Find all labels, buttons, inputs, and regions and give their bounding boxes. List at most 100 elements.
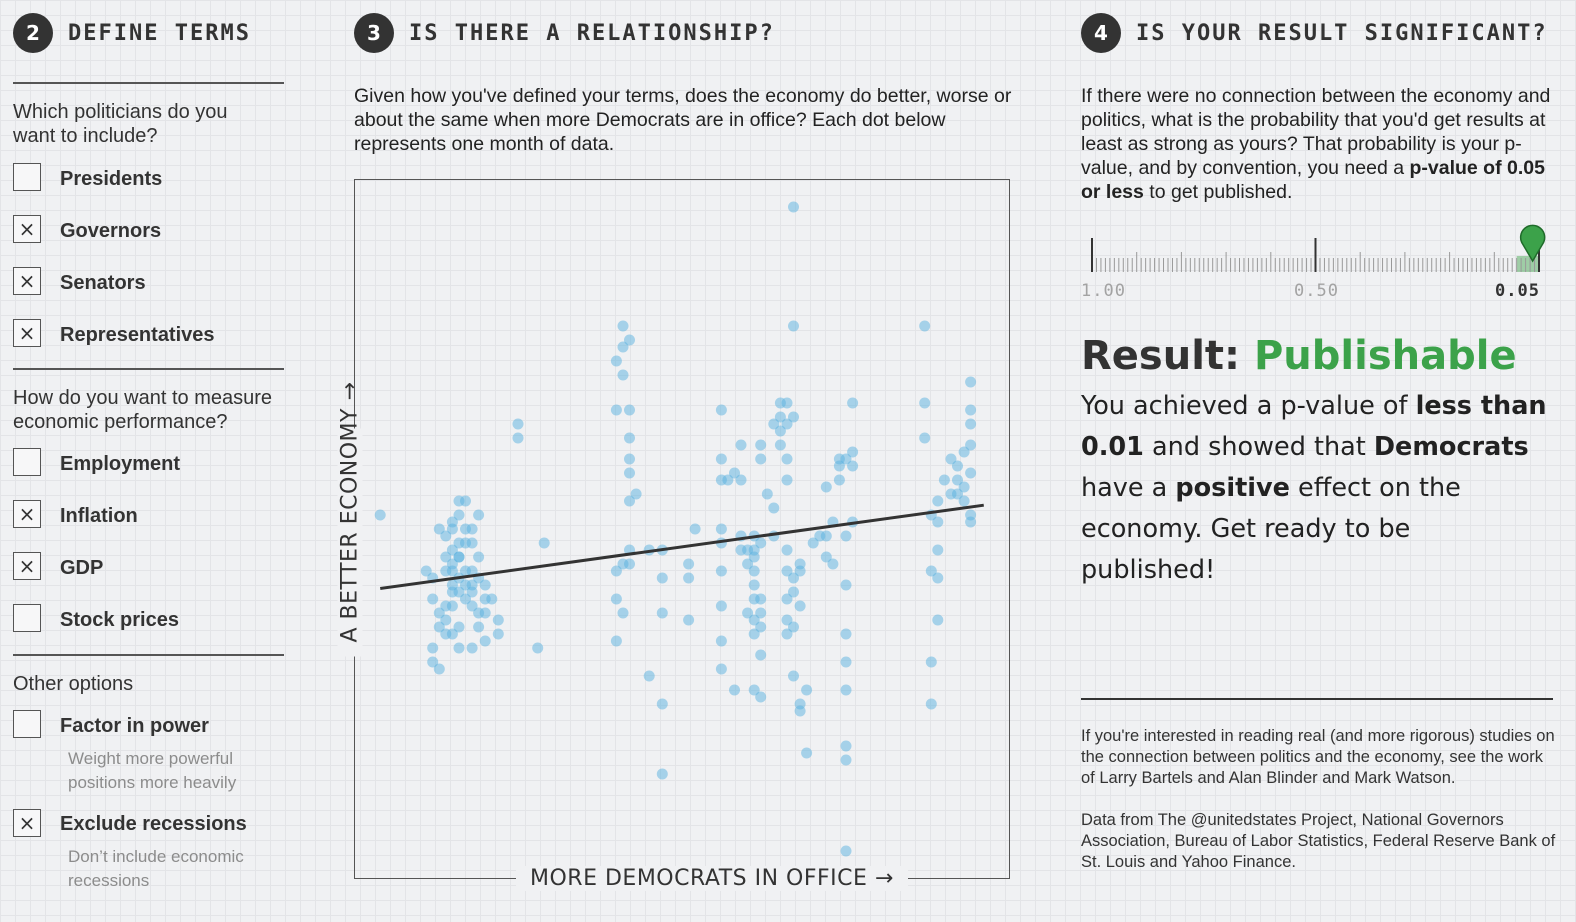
- data-point: [958, 446, 970, 457]
- p-value-slider-track[interactable]: [1081, 222, 1551, 277]
- data-point: [754, 621, 766, 632]
- data-point: [715, 523, 727, 534]
- checkbox-label-factor-in-power[interactable]: Factor in power: [60, 715, 209, 737]
- data-point: [748, 614, 760, 625]
- data-point: [931, 614, 943, 625]
- data-point: [459, 565, 471, 576]
- checkbox-stock-prices[interactable]: [13, 604, 41, 632]
- data-point: [623, 432, 635, 443]
- data-point: [479, 579, 491, 590]
- step-3-badge: 3: [354, 13, 394, 53]
- checkbox-employment[interactable]: [13, 448, 41, 476]
- data-point: [748, 684, 760, 695]
- checkbox-label-gdp[interactable]: GDP: [60, 557, 104, 579]
- data-point: [453, 642, 464, 653]
- data-point: [800, 747, 812, 758]
- checkbox-label-exclude-recessions[interactable]: Exclude recessions: [60, 813, 247, 835]
- result-prefix: Result:: [1081, 333, 1254, 379]
- x-axis-label: MORE DEMOCRATS IN OFFICE →: [516, 866, 908, 891]
- data-point: [840, 754, 851, 765]
- data-point: [610, 404, 622, 415]
- data-point: [754, 649, 766, 660]
- data-point: [925, 656, 937, 667]
- other-options-heading: Other options: [13, 673, 134, 695]
- data-point: [689, 523, 701, 534]
- result-emphasis: Democrats: [1373, 432, 1529, 462]
- data-point: [820, 551, 832, 562]
- result-heading: Result: Publishable: [1081, 333, 1517, 379]
- data-point: [918, 432, 930, 443]
- question-economic-measure: How do you want to measure economic perf…: [13, 387, 273, 433]
- data-point: [964, 418, 976, 429]
- p-value-slider[interactable]: [1081, 222, 1551, 277]
- trend-line: [379, 503, 984, 590]
- checkbox-presidents[interactable]: [13, 163, 41, 191]
- data-point: [715, 453, 727, 464]
- data-point: [840, 530, 851, 541]
- step-2-badge: 2: [13, 13, 53, 53]
- result-emphasis: positive: [1175, 473, 1290, 503]
- result-emphasis: less than 0.01: [1081, 391, 1547, 462]
- data-point: [826, 558, 838, 569]
- checkbox-governors[interactable]: ×: [13, 215, 41, 243]
- data-point: [446, 628, 458, 639]
- checkbox-gdp[interactable]: ×: [13, 552, 41, 580]
- data-point: [787, 411, 799, 422]
- checkbox-inflation[interactable]: ×: [13, 500, 41, 528]
- checkbox-label-representatives[interactable]: Representatives: [60, 324, 215, 346]
- result-text: effect on the economy. Get ready to be p…: [1081, 473, 1461, 585]
- intro-emphasis: p-value of 0.05 or less: [1081, 157, 1545, 203]
- checkbox-label-stock-prices[interactable]: Stock prices: [60, 609, 179, 631]
- map-pin-icon[interactable]: [1519, 224, 1546, 263]
- data-point: [958, 495, 970, 506]
- data-point: [754, 593, 766, 604]
- data-point: [453, 621, 464, 632]
- slider-label-050: 0.50: [1294, 281, 1339, 301]
- data-point: [774, 425, 786, 436]
- checkbox-label-inflation[interactable]: Inflation: [60, 505, 138, 527]
- intro-text-end: to get published.: [1143, 181, 1293, 203]
- data-point: [787, 320, 799, 331]
- data-point: [951, 474, 963, 485]
- checkbox-label-presidents[interactable]: Presidents: [60, 168, 163, 190]
- checkbox-senators[interactable]: ×: [13, 267, 41, 295]
- data-point: [964, 404, 976, 415]
- checkbox-exclude-recessions[interactable]: ×: [13, 809, 41, 837]
- data-point: [479, 607, 491, 618]
- checkbox-label-governors[interactable]: Governors: [60, 220, 162, 242]
- checkbox-label-senators[interactable]: Senators: [60, 272, 146, 294]
- checkbox-label-employment[interactable]: Employment: [60, 453, 181, 475]
- data-point: [781, 614, 792, 625]
- data-point: [492, 614, 504, 625]
- data-point: [715, 565, 727, 576]
- data-point: [472, 621, 484, 632]
- divider: [13, 82, 284, 84]
- scatter-plot: [374, 201, 984, 856]
- data-point: [439, 614, 451, 625]
- data-point: [728, 467, 740, 478]
- data-point: [433, 523, 445, 534]
- divider: [13, 654, 284, 656]
- data-point: [433, 621, 445, 632]
- data-point: [466, 600, 478, 611]
- data-point: [964, 439, 976, 450]
- relationship-intro: Given how you've defined your terms, doe…: [354, 85, 1012, 155]
- checkbox-representatives[interactable]: ×: [13, 319, 41, 347]
- data-point: [735, 474, 746, 485]
- data-point: [964, 376, 976, 387]
- data-point: [439, 530, 451, 541]
- data-point: [931, 495, 943, 506]
- data-point: [617, 320, 628, 331]
- data-point: [735, 439, 746, 450]
- data-point: [781, 453, 792, 464]
- data-point: [833, 460, 845, 471]
- data-point: [466, 586, 478, 597]
- data-point: [446, 544, 458, 555]
- result-text: You achieved a p-value of: [1081, 391, 1416, 421]
- footnote-studies: If you're interested in reading real (an…: [1081, 727, 1555, 787]
- checkbox-factor-in-power[interactable]: [13, 710, 41, 738]
- data-point: [466, 523, 478, 534]
- step-4-badge: 4: [1081, 13, 1121, 53]
- data-point: [420, 565, 432, 576]
- data-point: [485, 593, 497, 604]
